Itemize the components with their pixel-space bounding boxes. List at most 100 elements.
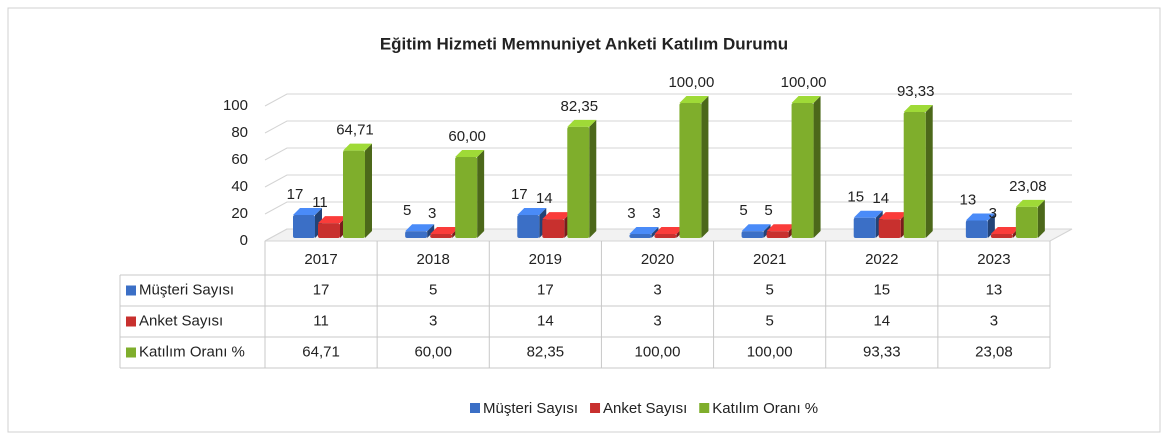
- data-label: 17: [511, 186, 528, 203]
- legend-swatch: [590, 403, 601, 413]
- legend-swatch: [470, 403, 480, 413]
- bar: [405, 231, 428, 238]
- bar-top: [455, 150, 485, 157]
- bar: [567, 126, 590, 238]
- table-cell: 5: [429, 281, 437, 298]
- x-tick-label: 2022: [865, 251, 898, 268]
- table-cell: 3: [653, 281, 661, 298]
- data-label: 14: [872, 190, 889, 207]
- bar-side: [651, 226, 659, 238]
- chart-title: Eğitim Hizmeti Memnuniyet Anketi Katılım…: [380, 34, 788, 53]
- table-cell: 14: [537, 312, 554, 329]
- bar-side: [1037, 199, 1045, 238]
- bar: [903, 112, 926, 238]
- table-cell: 23,08: [975, 343, 1013, 360]
- data-label: 5: [403, 202, 411, 219]
- bar-top: [741, 224, 771, 232]
- bar: [679, 103, 702, 238]
- bar-top: [343, 143, 372, 151]
- data-label: 100,00: [668, 74, 714, 91]
- y-tick-label: 40: [231, 178, 248, 195]
- bar-side: [477, 150, 485, 238]
- bar-top: [791, 96, 821, 103]
- data-label: 5: [764, 202, 772, 219]
- table-cell: 64,71: [302, 343, 340, 360]
- bar: [965, 220, 988, 238]
- bar-side: [427, 224, 435, 238]
- bar: [990, 233, 1013, 238]
- bar: [878, 219, 901, 238]
- bar-top: [679, 96, 709, 103]
- data-label: 15: [847, 189, 864, 206]
- y-tick-label: 80: [231, 124, 248, 141]
- bar-top: [293, 208, 322, 216]
- legend-swatch: [699, 403, 710, 413]
- bar: [654, 233, 677, 238]
- table-cell: 17: [313, 281, 330, 298]
- table-cell: 3: [429, 312, 437, 329]
- bar-top: [542, 212, 572, 220]
- x-tick-label: 2023: [977, 251, 1010, 268]
- bar-top: [629, 226, 659, 234]
- table-cell: 5: [765, 312, 773, 329]
- bar-side: [813, 96, 821, 238]
- legend-label: Anket Sayısı: [603, 400, 687, 417]
- data-label: 93,33: [897, 83, 935, 100]
- y-tick-label: 0: [240, 232, 248, 249]
- data-label: 17: [287, 186, 304, 203]
- bar-side: [365, 143, 372, 238]
- data-label: 64,71: [336, 122, 374, 139]
- table-cell: 11: [313, 312, 329, 329]
- table-cell: 5: [765, 281, 773, 298]
- table-cell: 14: [873, 312, 890, 329]
- table-cell: 93,33: [863, 343, 901, 360]
- bar-side: [925, 105, 933, 238]
- data-label: 82,35: [561, 98, 599, 115]
- bar: [741, 231, 764, 238]
- x-tick-label: 2018: [417, 251, 450, 268]
- bar-top: [766, 224, 796, 232]
- table-cell: 17: [537, 281, 554, 298]
- bar: [455, 157, 478, 238]
- table-cell: 60,00: [414, 343, 452, 360]
- bar-top: [903, 105, 933, 113]
- bar: [791, 103, 814, 238]
- bar-top: [517, 208, 547, 216]
- table-row-label: Katılım Oranı %: [139, 343, 245, 360]
- data-label: 3: [627, 205, 635, 222]
- legend-swatch: [126, 285, 136, 296]
- data-label: 23,08: [1009, 178, 1047, 195]
- bar: [343, 150, 365, 238]
- bar-side: [701, 96, 709, 238]
- data-label: 14: [536, 190, 553, 207]
- bar-top: [878, 212, 908, 220]
- x-tick-label: 2017: [304, 251, 337, 268]
- bar: [517, 215, 540, 238]
- table-cell: 13: [986, 281, 1003, 298]
- bar: [853, 217, 876, 238]
- bar-side: [589, 119, 597, 238]
- data-label: 5: [739, 202, 747, 219]
- table-cell: 100,00: [635, 343, 681, 360]
- table-cell: 3: [990, 312, 998, 329]
- bar-top: [318, 216, 347, 224]
- bar: [629, 233, 652, 238]
- bar-top: [1015, 199, 1045, 207]
- bar: [1015, 206, 1038, 238]
- legend-label: Müşteri Sayısı: [483, 400, 578, 417]
- bar: [318, 223, 340, 238]
- legend-swatch: [126, 316, 136, 327]
- bar: [542, 219, 565, 238]
- y-tick-label: 20: [231, 205, 248, 222]
- data-label: 3: [989, 205, 997, 222]
- legend-swatch: [126, 347, 136, 358]
- x-tick-label: 2020: [641, 251, 674, 268]
- bar-top: [990, 226, 1020, 234]
- table-row-label: Müşteri Sayısı: [139, 281, 234, 298]
- table-cell: 100,00: [747, 343, 793, 360]
- y-tick-label: 60: [231, 151, 248, 168]
- data-label: 3: [428, 205, 436, 222]
- data-label: 60,00: [448, 128, 486, 145]
- bar: [430, 233, 453, 238]
